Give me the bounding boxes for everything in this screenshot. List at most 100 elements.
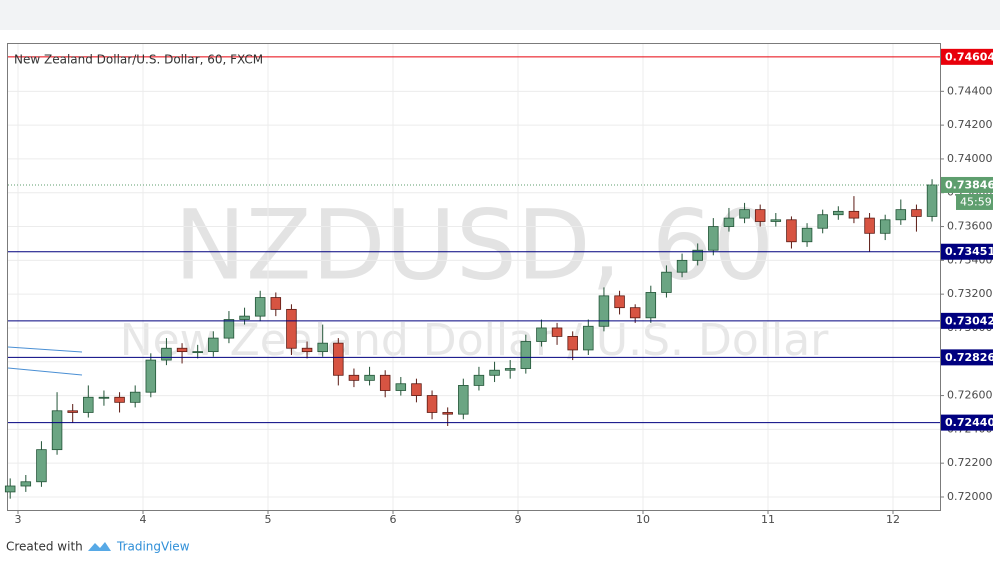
top-bar bbox=[0, 0, 1000, 30]
candle-body bbox=[51, 410, 63, 451]
candle-body bbox=[161, 347, 172, 361]
candle-body bbox=[395, 383, 407, 391]
y-tick-label: 0.74200 bbox=[947, 118, 993, 131]
candle-body bbox=[567, 336, 578, 351]
y-tick-label: 0.72000 bbox=[947, 490, 993, 503]
candle-body bbox=[879, 219, 891, 234]
price-line-label: 0.72826 bbox=[945, 351, 995, 364]
footer-text: Created with bbox=[6, 540, 83, 554]
candle-body bbox=[83, 396, 94, 413]
candle-body bbox=[661, 271, 672, 293]
chart-title: New Zealand Dollar/U.S. Dollar, 60, FXCM bbox=[14, 53, 263, 67]
price-line-tag bbox=[941, 414, 993, 431]
candle-body bbox=[426, 395, 438, 413]
candle-body bbox=[739, 209, 750, 219]
candle-body bbox=[614, 295, 625, 309]
candle-body bbox=[301, 347, 313, 353]
y-tick-label: 0.72200 bbox=[947, 456, 993, 469]
y-tick-label: 0.73600 bbox=[947, 220, 993, 233]
candle-body bbox=[723, 217, 735, 227]
candle-body bbox=[364, 374, 375, 381]
candle-body bbox=[114, 396, 125, 403]
candle-body bbox=[848, 210, 860, 219]
candle-body bbox=[458, 385, 469, 415]
price-line-label: 0.73042 bbox=[945, 314, 995, 327]
candle-body bbox=[801, 227, 813, 243]
candle-body bbox=[583, 325, 594, 351]
x-tick-label: 4 bbox=[140, 513, 147, 526]
candle-body bbox=[67, 410, 78, 413]
candle-body bbox=[348, 374, 360, 381]
price-line-label: 0.73451 bbox=[945, 245, 995, 258]
brand-logo bbox=[88, 542, 111, 551]
price-line-tag bbox=[941, 243, 993, 260]
candle-body bbox=[192, 351, 203, 354]
x-tick-label: 6 bbox=[390, 513, 397, 526]
candle-body bbox=[504, 368, 516, 371]
y-tick-label: 0.74000 bbox=[947, 152, 993, 165]
y-tick-label: 0.73200 bbox=[947, 287, 993, 300]
x-tick-label: 3 bbox=[15, 513, 22, 526]
candle-body bbox=[489, 369, 500, 376]
candle-body bbox=[708, 226, 719, 251]
candle-body bbox=[4, 485, 16, 493]
countdown-tag bbox=[956, 193, 993, 210]
price-line-tag bbox=[941, 48, 993, 65]
trend-line bbox=[7, 367, 83, 376]
candle-body bbox=[551, 327, 563, 337]
candle-body bbox=[239, 315, 250, 320]
candle-body bbox=[911, 209, 922, 217]
candle-body bbox=[926, 184, 938, 217]
candle-body bbox=[411, 383, 422, 396]
candle-body bbox=[145, 359, 157, 393]
last-price-label: 0.73846 bbox=[945, 178, 995, 191]
y-tick-label: 0.74400 bbox=[947, 84, 993, 97]
candle-body bbox=[20, 481, 32, 487]
candle-body bbox=[520, 341, 532, 369]
candle-body bbox=[629, 307, 641, 319]
candle-body bbox=[754, 209, 766, 222]
candle-body bbox=[223, 319, 235, 339]
candle-body bbox=[208, 337, 219, 353]
last-price-tag bbox=[941, 176, 993, 193]
candle-body bbox=[833, 210, 844, 216]
candle-body bbox=[817, 214, 828, 229]
candle-body bbox=[270, 297, 282, 310]
candle-body bbox=[254, 297, 266, 317]
candle-body bbox=[442, 412, 453, 415]
candle-body bbox=[379, 374, 391, 391]
y-tick-label: 0.72600 bbox=[947, 389, 993, 402]
footer-brand[interactable]: TradingView bbox=[116, 540, 190, 554]
x-tick-label: 10 bbox=[636, 513, 650, 526]
candle-body bbox=[786, 219, 797, 243]
candle-body bbox=[536, 327, 547, 342]
x-tick-label: 5 bbox=[265, 513, 272, 526]
candle-body bbox=[864, 217, 875, 234]
candle-body bbox=[645, 292, 657, 319]
candle-body bbox=[98, 396, 110, 399]
countdown-label: 45:59 bbox=[960, 195, 992, 208]
x-tick-label: 11 bbox=[761, 513, 775, 526]
watermark: NZDUSD, 60 bbox=[174, 189, 774, 301]
price-line-tag bbox=[941, 312, 993, 329]
candle-body bbox=[598, 295, 610, 327]
candle-body bbox=[676, 259, 688, 273]
candle-body bbox=[176, 347, 188, 353]
trend-line bbox=[7, 346, 83, 353]
price-line-label: 0.72440 bbox=[945, 416, 995, 429]
candle-body bbox=[473, 374, 485, 386]
candle-body bbox=[286, 308, 297, 349]
x-tick-label: 9 bbox=[515, 513, 522, 526]
candle-body bbox=[333, 342, 344, 376]
candle-body bbox=[129, 391, 141, 403]
candle-body bbox=[317, 342, 328, 353]
candle-body bbox=[692, 249, 703, 261]
candle-body bbox=[36, 449, 47, 483]
price-line-label: 0.74604 bbox=[945, 50, 995, 63]
candle-body bbox=[895, 209, 907, 221]
x-tick-label: 12 bbox=[886, 513, 900, 526]
price-line-tag bbox=[941, 349, 993, 366]
plot-frame bbox=[7, 43, 941, 511]
